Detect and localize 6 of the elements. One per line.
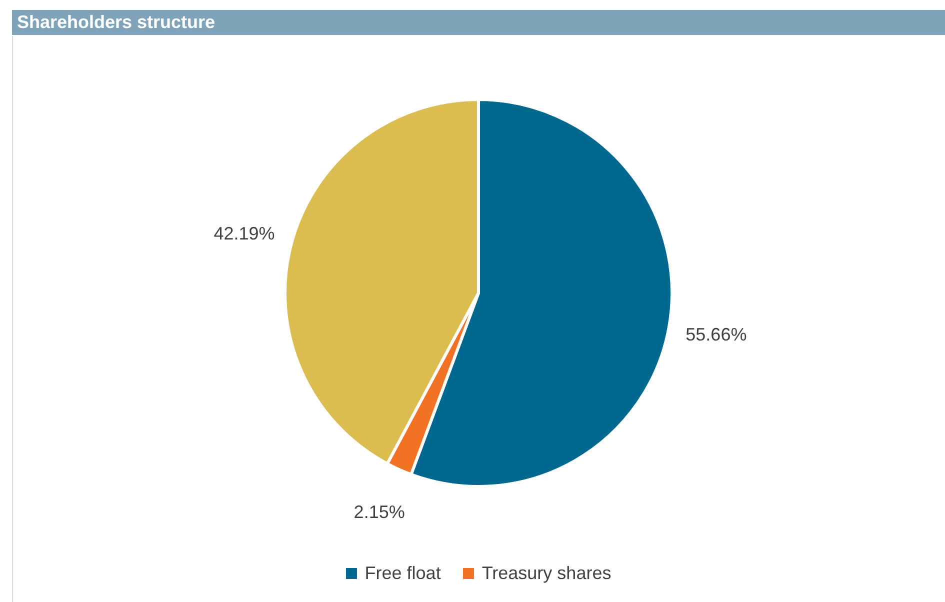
data-label: 42.19%	[214, 223, 275, 244]
legend-label: Treasury shares	[480, 562, 612, 584]
chart-title: Shareholders structure	[12, 10, 945, 35]
data-label: 55.66%	[686, 324, 747, 345]
legend-label: Free float	[364, 562, 441, 584]
data-label: 2.15%	[354, 502, 405, 522]
